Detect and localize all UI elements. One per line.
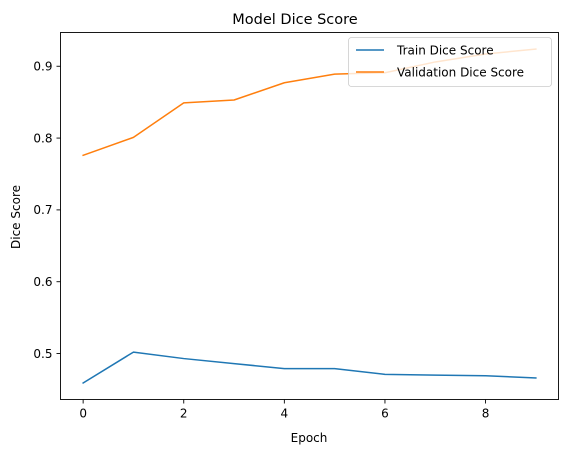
y-axis-label: Dice Score [9, 185, 23, 249]
y-tick-label: 0.8 [33, 131, 52, 145]
x-tick-label: 4 [281, 407, 289, 421]
series-line-train [82, 351, 537, 385]
plot-frame [60, 32, 559, 400]
y-tick-label: 0.7 [33, 203, 52, 217]
x-tick-label: 0 [79, 407, 87, 421]
legend-label-train: Train Dice Score [396, 44, 494, 58]
x-tick-label: 6 [381, 407, 389, 421]
y-tick-label: 0.9 [33, 60, 52, 74]
legend-label-validation: Validation Dice Score [397, 66, 524, 80]
y-axis-ticks: 0.5 0.6 0.7 0.8 0.9 [33, 60, 61, 361]
plot-area: 0 2 4 6 8 0.5 0.6 0.7 0.8 0.9 [33, 32, 559, 421]
y-tick-label: 0.5 [33, 347, 52, 361]
x-axis-label: Epoch [291, 431, 328, 445]
legend-box [348, 37, 552, 87]
y-tick-label: 0.6 [33, 275, 52, 289]
series-layer [82, 48, 537, 385]
legend: Train Dice Score Validation Dice Score [348, 37, 552, 87]
chart-title: Model Dice Score [232, 12, 358, 28]
x-tick-label: 2 [180, 407, 188, 421]
x-tick-label: 8 [482, 407, 490, 421]
x-axis-ticks: 0 2 4 6 8 [79, 399, 490, 421]
